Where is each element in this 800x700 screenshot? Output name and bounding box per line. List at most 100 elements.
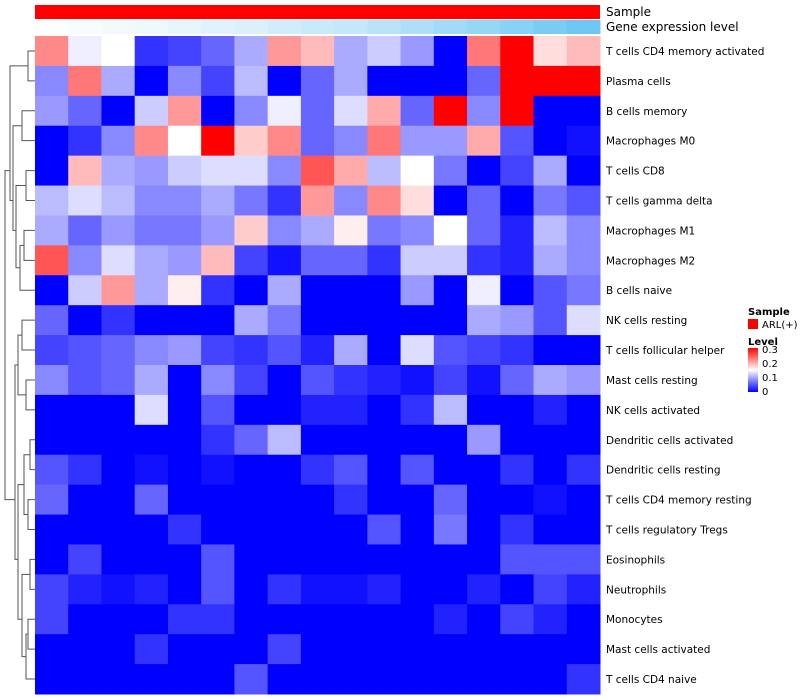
heatmap-cell [35,305,69,336]
heatmap-cell [533,125,568,157]
row-labels: T cells CD4 memory activated Plasma cells… [605,46,764,686]
heatmap-cell [201,245,235,276]
heatmap-cell [267,514,302,545]
heatmap-cell [300,424,335,456]
annotation-label-sample: Sample [606,5,651,19]
heatmap-cell [35,185,69,216]
heatmap-cell [533,36,568,67]
heatmap-cell [400,484,435,516]
heatmap-cell [467,514,501,545]
heatmap-cell [566,95,601,127]
heatmap-cell [500,95,535,127]
heatmap-cell [101,65,136,97]
heatmap-cell [533,245,568,276]
heatmap-cell [234,305,269,336]
heatmap-cell [334,245,368,276]
annotation-expression-cell [400,20,435,34]
annotation-expression-cell [35,20,69,34]
row-label: Plasma cells [606,76,671,88]
dendrogram-link [25,633,35,680]
heatmap-cell [500,185,535,216]
heatmap-cell [134,484,169,516]
heatmap-cell [35,335,69,366]
dendrogram-link [17,484,24,620]
heatmap-cell [500,215,535,246]
heatmap-cell [201,335,235,366]
heatmap-cell [433,604,468,635]
heatmap-cell [167,634,202,665]
row-label: B cells memory [606,106,687,118]
heatmap-cell [300,604,335,635]
row-label: Mast cells activated [606,644,710,656]
heatmap-cell [433,365,468,396]
heatmap-cell [35,125,69,157]
heatmap-cell [566,125,601,157]
heatmap-cell [167,454,202,486]
heatmap-cell [400,275,435,306]
heatmap-cell [134,245,169,276]
annotation-expression-cell [201,20,235,34]
heatmap-cell [201,394,235,426]
heatmap-cell [201,634,235,665]
row-label: T cells CD8 [605,166,665,178]
heatmap-cell [267,95,302,127]
heatmap-cell [400,634,435,665]
heatmap-cell [134,664,169,695]
heatmap-cell [566,664,601,695]
heatmap-cell [167,604,202,635]
heatmap-cell [467,574,501,605]
heatmap-cell [35,95,69,127]
heatmap-cell [334,65,368,97]
heatmap-cell [467,125,501,157]
heatmap-cell [201,65,235,97]
row-label: B cells naive [606,285,672,297]
heatmap-cell [500,365,535,396]
legend-sample-swatch [748,319,758,329]
heatmap-cell [533,365,568,396]
heatmap-cell [101,245,136,276]
heatmap-cell [101,664,136,695]
heatmap-cell [101,574,136,605]
annotation-sample-bar [35,5,600,19]
heatmap-cell [433,544,468,575]
heatmap-cell [234,335,269,366]
heatmap-cell [367,95,402,127]
heatmap-cell [533,424,568,456]
heatmap-cell [234,245,269,276]
row-label: Monocytes [606,614,663,626]
heatmap-cell [68,634,102,665]
heatmap-cell [101,544,136,575]
heatmap-cell [267,544,302,575]
heatmap-cell [234,95,269,127]
heatmap-cell [500,604,535,635]
heatmap-cell [35,215,69,246]
heatmap-cell [68,305,102,336]
heatmap-cell [566,454,601,486]
heatmap-cell [367,335,402,366]
heatmap-cell [234,365,269,396]
heatmap-cell [433,454,468,486]
heatmap-cell [566,424,601,456]
heatmap-cell [134,125,169,157]
dendrogram-link [25,379,35,411]
heatmap-cell [134,365,169,396]
heatmap-cell [68,574,102,605]
heatmap-cell [467,155,501,187]
heatmap-cell [68,155,102,187]
heatmap-cell [433,36,468,67]
dendrogram-link [25,170,35,201]
heatmap-cell [267,335,302,366]
heatmap-cell [35,454,69,486]
heatmap-cell [167,215,202,246]
heatmap-cell [234,634,269,665]
heatmap-cell [267,664,302,695]
annotation-expression-cell [234,20,269,34]
row-label: Dendritic cells resting [606,465,721,477]
heatmap-cell [300,125,335,157]
heatmap-cell [167,484,202,516]
heatmap-cell [467,664,501,695]
heatmap-cell [334,185,368,216]
heatmap-cell [334,424,368,456]
legend-level-colorbar [748,348,758,392]
